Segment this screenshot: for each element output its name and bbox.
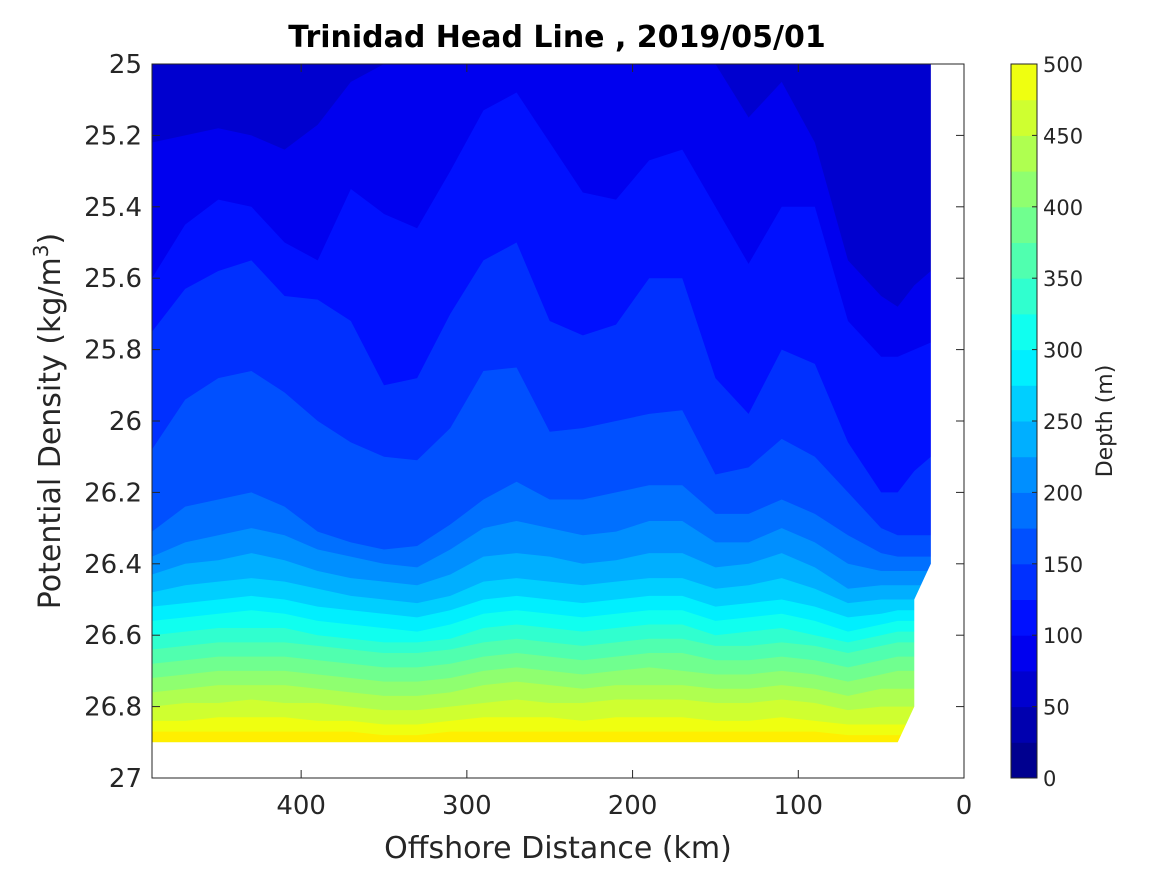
x-tick-label: 100 xyxy=(773,791,823,821)
colorbar-swatch xyxy=(1011,313,1037,351)
colorbar-swatch xyxy=(1011,492,1037,529)
colorbar-tick-label: 150 xyxy=(1043,553,1083,577)
x-tick-label: 400 xyxy=(276,791,326,821)
y-tick-label: 25.8 xyxy=(84,336,142,366)
colorbar-tick-label: 250 xyxy=(1043,410,1083,434)
colorbar-swatch xyxy=(1011,528,1037,565)
colorbar-swatch xyxy=(1011,635,1037,672)
colorbar-swatch xyxy=(1011,742,1037,779)
y-axis-label-close: ) xyxy=(33,233,68,245)
y-tick-label: 27 xyxy=(109,764,142,794)
y-tick-label: 25 xyxy=(109,50,142,80)
y-tick-label: 25.6 xyxy=(84,264,142,294)
x-axis: 400 300 200 100 0 xyxy=(276,64,972,821)
colorbar-swatch xyxy=(1011,385,1037,422)
y-tick-label: 26.6 xyxy=(84,621,142,651)
colorbar-tick-label: 500 xyxy=(1043,53,1083,77)
colorbar-tick-label: 100 xyxy=(1043,624,1083,648)
colorbar-swatch xyxy=(1011,670,1037,708)
plot-area xyxy=(152,64,964,778)
contour-bands xyxy=(152,64,931,743)
colorbar-swatch xyxy=(1011,349,1037,386)
colorbar-tick-label: 300 xyxy=(1043,339,1083,363)
colorbar-tick-label: 50 xyxy=(1043,696,1070,720)
colorbar-tick-label: 200 xyxy=(1043,481,1083,505)
colorbar-swatch xyxy=(1011,242,1037,279)
y-tick-label: 25.2 xyxy=(84,121,142,151)
colorbar-swatch xyxy=(1011,64,1037,101)
y-tick-label: 25.4 xyxy=(84,193,142,223)
colorbar-tick-label: 400 xyxy=(1043,196,1083,220)
y-tick-label: 26.2 xyxy=(84,478,142,508)
colorbar-tick-label: 350 xyxy=(1043,267,1083,291)
x-tick-label: 0 xyxy=(956,791,973,821)
colorbar-tick-label: 450 xyxy=(1043,124,1083,148)
colorbar-swatch xyxy=(1011,599,1037,636)
colorbar-tick-label: 0 xyxy=(1043,767,1056,791)
colorbar: 0 50 100 150 200 250 300 350 400 450 500 xyxy=(1010,53,1083,791)
colorbar-swatch xyxy=(1011,421,1037,458)
contour-band-500 xyxy=(152,731,931,743)
colorbar-swatch xyxy=(1011,206,1037,243)
chart-title: Trinidad Head Line , 2019/05/01 xyxy=(288,20,825,55)
y-tick-label: 26.4 xyxy=(84,550,142,580)
y-tick-label: 26.8 xyxy=(84,693,142,723)
x-axis-label: Offshore Distance (km) xyxy=(384,831,732,866)
colorbar-swatch xyxy=(1011,135,1037,172)
colorbar-swatch xyxy=(1011,706,1037,743)
y-tick-label: 26 xyxy=(109,407,142,437)
y-axis-label-superscript: 3 xyxy=(29,244,53,257)
colorbar-label: Depth (m) xyxy=(1093,365,1118,478)
x-tick-label: 300 xyxy=(442,791,492,821)
colorbar-swatch xyxy=(1011,278,1037,315)
y-axis-label: Potential Density (kg/m3) xyxy=(29,233,68,609)
y-axis-label-text: Potential Density (kg/m xyxy=(33,257,68,609)
colorbar-swatch xyxy=(1011,99,1037,136)
y-axis: 25 25.2 25.4 25.6 25.8 26 26.2 26.4 26.6 26.8 27 xyxy=(84,50,964,794)
colorbar-swatch xyxy=(1011,171,1037,208)
x-tick-label: 200 xyxy=(608,791,658,821)
colorbar-swatch xyxy=(1011,456,1037,493)
colorbar-swatch xyxy=(1011,563,1037,600)
